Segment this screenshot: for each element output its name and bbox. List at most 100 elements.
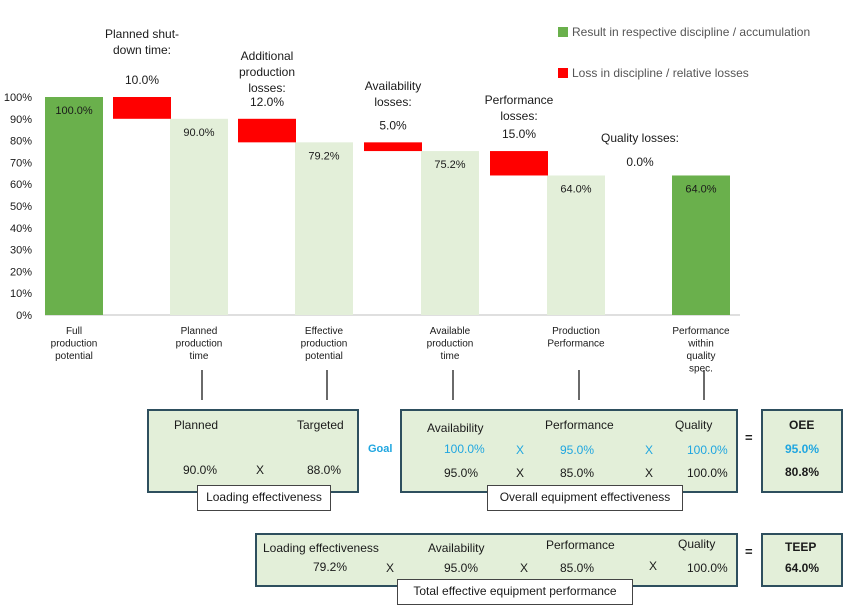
performance-label: Performance <box>545 418 614 432</box>
y-tick-label: 90% <box>10 114 32 126</box>
loss-bar <box>113 97 171 119</box>
category-label: Full <box>66 326 82 337</box>
loss-value-label: 0.0% <box>626 155 654 169</box>
category-label: spec. <box>689 364 713 375</box>
oee-equals: = <box>745 430 753 445</box>
loss-bar <box>364 142 422 152</box>
teep-result-value: 64.0% <box>785 561 820 575</box>
category-label: production <box>176 339 223 350</box>
loss-title: losses: <box>374 95 411 109</box>
loss-value-label: 5.0% <box>379 118 407 132</box>
loss-bar <box>490 151 548 176</box>
multiply-2: X <box>645 466 654 480</box>
y-tick-label: 10% <box>10 288 32 300</box>
loss-value-label: 12.0% <box>250 95 284 109</box>
category-label: time <box>190 351 209 362</box>
y-tick-label: 50% <box>10 201 32 213</box>
goal-quality: 100.0% <box>687 443 728 457</box>
y-tick-label: 20% <box>10 266 32 278</box>
loss-title: losses: <box>248 81 285 95</box>
result-value-label: 100.0% <box>55 105 93 117</box>
teep-equals: = <box>745 544 753 559</box>
performance-value: 85.0% <box>560 466 595 480</box>
goal-multiply-1: X <box>516 443 525 457</box>
category-label: Effective <box>305 326 344 337</box>
result-value-label: 90.0% <box>183 127 214 139</box>
category-label: Available <box>430 326 471 337</box>
oee-box: Availability Performance Quality 100.0% … <box>400 409 738 493</box>
result-bar <box>45 97 103 315</box>
teep-caption: Total effective equipment performance <box>397 579 633 605</box>
loss-title: down time: <box>113 43 171 57</box>
teep-quality-label: Quality <box>678 537 716 551</box>
teep-performance-value: 85.0% <box>560 561 595 575</box>
legend-swatch <box>558 68 568 78</box>
teep-availability-label: Availability <box>428 541 485 555</box>
category-label: production <box>51 339 98 350</box>
category-label: production <box>301 339 348 350</box>
loss-title: Performance <box>485 93 554 107</box>
loss-value-label: 10.0% <box>125 73 159 87</box>
oee-result-box: OEE 95.0% 80.8% <box>761 409 843 493</box>
goal-availability: 100.0% <box>444 442 485 456</box>
y-tick-label: 40% <box>10 223 32 235</box>
result-bar <box>547 175 605 315</box>
category-label: Performance <box>672 326 730 337</box>
result-bar <box>295 142 353 315</box>
y-tick-label: 70% <box>10 157 32 169</box>
result-bar <box>672 175 730 315</box>
planned-label: Planned <box>174 418 219 432</box>
availability-label: Availability <box>427 421 484 435</box>
teep-box: Loading effectiveness Availability Perfo… <box>255 533 738 587</box>
loss-title: Quality losses: <box>601 131 679 145</box>
y-tick-label: 80% <box>10 136 32 148</box>
category-label: potential <box>305 351 343 362</box>
category-label: Planned <box>181 326 218 337</box>
result-bar <box>170 118 228 315</box>
targeted-value: 88.0% <box>307 463 342 477</box>
category-label: Production <box>552 326 600 337</box>
waterfall-chart: 0% 10% 20% 30% 40% 50% 60% 70% 80% 90% 100% 100.0% F… <box>4 25 810 400</box>
result-value-label: 64.0% <box>560 183 591 195</box>
teep-loading-value: 79.2% <box>313 560 348 574</box>
oee-goal-value: 95.0% <box>785 442 820 456</box>
teep-performance-label: Performance <box>546 538 615 552</box>
teep-multiply-2: X <box>520 561 529 575</box>
teep-multiply-1: X <box>386 561 395 575</box>
y-tick-label: 30% <box>10 245 32 257</box>
loading-effectiveness-box: Planned Targeted 90.0% X 88.0% <box>147 409 359 493</box>
loss-bar <box>238 118 296 143</box>
goal-performance: 95.0% <box>560 443 595 457</box>
loss-title: Additional <box>241 49 294 63</box>
category-label: quality <box>687 351 716 362</box>
teep-quality-value: 100.0% <box>687 561 728 575</box>
oee-result-label: OEE <box>789 418 815 432</box>
multiply-1: X <box>516 466 525 480</box>
loading-effectiveness-caption: Loading effectiveness <box>197 485 331 511</box>
category-label: potential <box>55 351 93 362</box>
y-tick-label: 100% <box>4 92 32 104</box>
category-label: within <box>687 339 714 350</box>
targeted-label: Targeted <box>297 418 344 432</box>
category-label: time <box>441 351 460 362</box>
goal-label: Goal <box>368 443 393 455</box>
teep-multiply-3: X <box>649 559 658 573</box>
loss-title: production <box>239 65 295 79</box>
result-value-label: 75.2% <box>434 159 465 171</box>
legend-label: Result in respective discipline / accumu… <box>572 25 810 39</box>
category-label: Performance <box>547 339 605 350</box>
result-value-label: 79.2% <box>308 150 339 162</box>
availability-value: 95.0% <box>444 466 479 480</box>
teep-result-label: TEEP <box>785 540 817 554</box>
oee-result-value: 80.8% <box>785 465 820 479</box>
loss-title: losses: <box>500 109 537 123</box>
multiply-sign: X <box>256 463 265 477</box>
planned-value: 90.0% <box>183 463 218 477</box>
loss-title: Availability <box>365 79 421 93</box>
loss-value-label: 15.0% <box>502 127 536 141</box>
quality-value: 100.0% <box>687 466 728 480</box>
teep-availability-value: 95.0% <box>444 561 479 575</box>
legend-label: Loss in discipline / relative losses <box>572 66 749 80</box>
oee-caption: Overall equipment effectiveness <box>487 485 683 511</box>
